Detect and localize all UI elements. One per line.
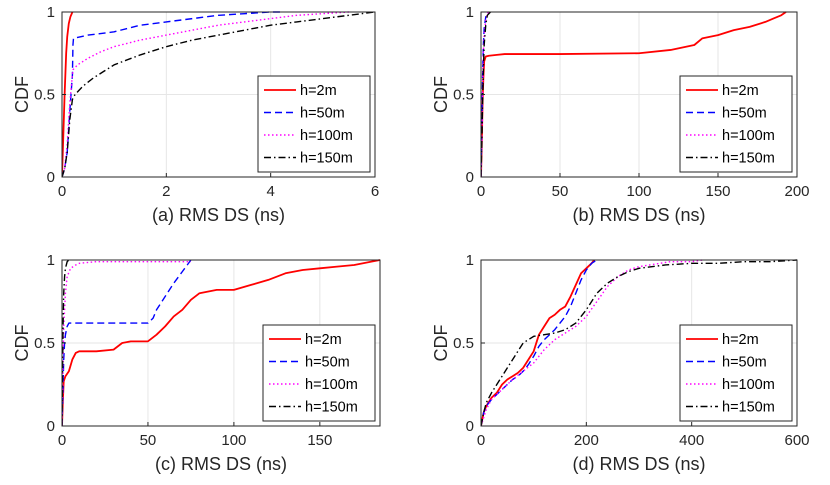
y-tick-label: 0 xyxy=(466,169,474,186)
legend-label: h=100m xyxy=(722,128,775,144)
x-tick-label: 0 xyxy=(477,432,485,449)
x-tick-label: 0 xyxy=(58,183,66,200)
y-axis-label: CDF xyxy=(12,325,32,362)
x-tick-label: 100 xyxy=(221,432,246,449)
x-axis-label: (a) RMS DS (ns) xyxy=(152,205,285,225)
x-tick-label: 50 xyxy=(552,183,569,200)
chart-panel-1: 0 2 4 6 0 0.5 1 (a) RMS DS (ns) CDF h=2m h=50m h=10… xyxy=(12,4,379,225)
legend-label: h=2m xyxy=(300,83,337,99)
y-tick-label: 0 xyxy=(47,169,55,186)
x-axis-label: (d) RMS DS (ns) xyxy=(572,454,705,474)
series-line-h-150m xyxy=(481,259,798,427)
legend-label: h=50m xyxy=(300,106,345,122)
chart-panel-4: 0 200 400 600 0 0.5 1 (d) RMS DS (ns) CDF h=2m h=5… xyxy=(431,252,810,474)
legend-label: h=150m xyxy=(300,151,353,167)
legend-box xyxy=(257,75,371,173)
legend-box xyxy=(679,324,793,422)
y-axis-label: CDF xyxy=(431,325,451,362)
y-tick-label: 0.5 xyxy=(34,87,55,104)
legend-label: h=100m xyxy=(300,128,353,144)
legend-label: h=50m xyxy=(722,355,767,371)
series-line-h-50m xyxy=(62,259,192,427)
x-tick-label: 50 xyxy=(140,432,157,449)
y-tick-label: 1 xyxy=(47,252,55,269)
y-tick-label: 0 xyxy=(47,418,55,435)
legend-label: h=50m xyxy=(305,355,350,371)
y-axis-label: CDF xyxy=(12,76,32,113)
legend: h=2m h=50m h=100m h=150m xyxy=(257,75,371,173)
series-line-h-2m xyxy=(481,259,595,427)
y-tick-label: 0.5 xyxy=(453,87,474,104)
x-tick-label: 600 xyxy=(784,432,809,449)
x-tick-label: 200 xyxy=(784,183,809,200)
y-tick-label: 0.5 xyxy=(34,335,55,352)
legend-label: h=150m xyxy=(722,151,775,167)
y-tick-label: 1 xyxy=(47,4,55,21)
series-line-h-2m xyxy=(62,11,74,178)
x-axis-label: (b) RMS DS (ns) xyxy=(572,205,705,225)
x-tick-label: 400 xyxy=(679,432,704,449)
x-tick-label: 150 xyxy=(705,183,730,200)
series-line-h-50m xyxy=(481,259,598,427)
x-tick-label: 4 xyxy=(266,183,274,200)
x-tick-label: 6 xyxy=(371,183,379,200)
series-line-h-150m xyxy=(481,11,491,178)
legend-box xyxy=(262,324,376,422)
x-tick-label: 150 xyxy=(307,432,332,449)
legend: h=2m h=50m h=100m h=150m xyxy=(679,75,793,173)
x-tick-label: 0 xyxy=(58,432,66,449)
x-tick-label: 0 xyxy=(477,183,485,200)
chart-panel-3: 0 50 100 150 0 0.5 1 (c) RMS DS (ns) CDF h=2m h=50… xyxy=(12,252,381,474)
y-axis-label: CDF xyxy=(431,76,451,113)
y-tick-label: 0 xyxy=(466,418,474,435)
legend-label: h=50m xyxy=(722,106,767,122)
x-tick-label: 2 xyxy=(162,183,170,200)
series-line-h-150m xyxy=(62,259,70,427)
series-line-h-150m xyxy=(62,11,376,178)
x-axis-label: (c) RMS DS (ns) xyxy=(155,454,287,474)
legend-label: h=2m xyxy=(305,332,342,348)
legend: h=2m h=50m h=100m h=150m xyxy=(679,324,793,422)
legend: h=2m h=50m h=100m h=150m xyxy=(262,324,376,422)
series-line-h-100m xyxy=(481,259,703,427)
y-tick-label: 1 xyxy=(466,252,474,269)
legend-label: h=150m xyxy=(305,400,358,416)
y-tick-label: 1 xyxy=(466,4,474,21)
legend-box xyxy=(679,75,793,173)
legend-label: h=2m xyxy=(722,83,759,99)
x-tick-label: 200 xyxy=(574,432,599,449)
series-line-h-2m xyxy=(62,259,381,427)
legend-label: h=150m xyxy=(722,400,775,416)
legend-label: h=100m xyxy=(305,377,358,393)
x-tick-label: 100 xyxy=(626,183,651,200)
y-tick-label: 0.5 xyxy=(453,335,474,352)
legend-label: h=100m xyxy=(722,377,775,393)
legend-label: h=2m xyxy=(722,332,759,348)
